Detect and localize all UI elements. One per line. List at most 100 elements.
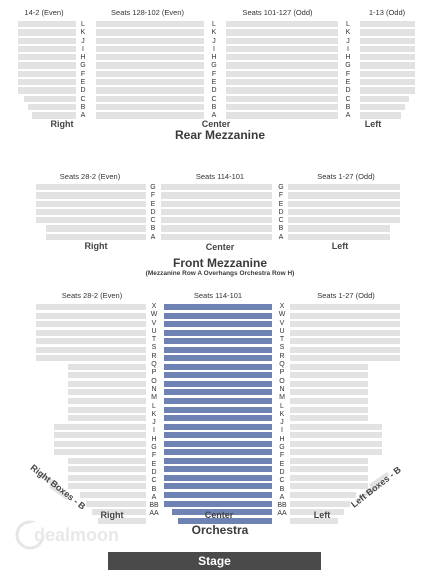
seat-row[interactable] [288,184,400,191]
seat-row[interactable] [226,79,338,86]
seat-row[interactable] [46,233,146,241]
orch-right-section[interactable] [290,304,400,526]
seat-row[interactable] [172,509,272,516]
seat-row[interactable] [68,457,146,464]
seat-row[interactable] [68,389,146,396]
seat-row[interactable] [32,112,76,119]
seat-row[interactable] [36,304,146,310]
seat-row[interactable] [36,329,146,336]
seat-row[interactable] [54,440,146,447]
seat-row[interactable] [68,474,146,481]
front-right-section[interactable] [288,184,400,242]
seat-row[interactable] [290,440,382,447]
seat-row[interactable] [290,457,368,464]
seat-row[interactable] [290,380,368,387]
seat-row[interactable] [226,54,338,61]
seat-row[interactable] [226,103,338,111]
seat-row[interactable] [226,21,338,28]
rear-right-center-section[interactable] [226,21,338,121]
orch-center-section[interactable] [164,304,272,526]
rear-far-right-section[interactable] [360,21,415,121]
seat-row[interactable] [178,517,272,524]
seat-row[interactable] [290,474,368,481]
seat-row[interactable] [164,474,272,481]
rear-left-center-section[interactable] [96,21,204,121]
seat-row[interactable] [290,312,400,319]
seat-row[interactable] [164,500,272,507]
seat-row[interactable] [226,37,338,44]
seat-row[interactable] [68,415,146,422]
seat-row[interactable] [290,509,344,516]
seat-row[interactable] [360,112,401,119]
seat-row[interactable] [98,517,146,524]
orch-left-section[interactable] [36,304,146,526]
seat-row[interactable] [96,87,204,94]
seat-row[interactable] [86,500,146,507]
seat-row[interactable] [290,483,368,490]
seat-row[interactable] [288,200,400,207]
seat-row[interactable] [360,70,415,78]
seat-row[interactable] [68,466,146,473]
seat-row[interactable] [46,225,146,232]
front-center-section[interactable] [161,184,272,242]
seat-row[interactable] [226,29,338,36]
seat-row[interactable] [80,492,146,499]
seat-row[interactable] [96,95,204,102]
seat-row[interactable] [96,62,204,69]
seat-row[interactable] [288,225,390,232]
seat-row[interactable] [360,87,415,94]
seat-row[interactable] [288,217,400,224]
seat-row[interactable] [96,21,204,28]
seat-row[interactable] [164,363,272,370]
seat-row[interactable] [290,389,368,396]
seat-row[interactable] [288,192,400,199]
seat-row[interactable] [290,492,356,499]
seat-row[interactable] [164,415,272,422]
rear-far-left-section[interactable] [18,21,76,121]
seat-row[interactable] [290,415,368,422]
seat-row[interactable] [164,355,272,362]
seat-row[interactable] [36,208,146,216]
seat-row[interactable] [226,62,338,69]
seat-row[interactable] [68,380,146,387]
front-left-section[interactable] [36,184,146,242]
seat-row[interactable] [360,37,415,44]
seat-row[interactable] [18,70,76,78]
seat-row[interactable] [18,45,76,53]
seat-row[interactable] [360,103,405,111]
seat-row[interactable] [164,338,272,345]
seat-row[interactable] [164,312,272,319]
seat-row[interactable] [290,363,368,370]
seat-row[interactable] [164,440,272,447]
seat-row[interactable] [18,87,76,94]
seat-row[interactable] [164,449,272,456]
seat-row[interactable] [164,346,272,353]
seat-row[interactable] [360,54,415,61]
seat-row[interactable] [36,184,146,191]
seat-row[interactable] [290,449,382,456]
seat-row[interactable] [28,103,76,111]
seat-row[interactable] [161,233,272,241]
seat-row[interactable] [36,192,146,199]
seat-row[interactable] [164,406,272,413]
seat-row[interactable] [18,29,76,36]
seat-row[interactable] [164,380,272,387]
seat-row[interactable] [54,423,146,430]
seat-row[interactable] [18,37,76,44]
seat-row[interactable] [290,466,368,473]
seat-row[interactable] [96,54,204,61]
seat-row[interactable] [68,372,146,379]
seat-row[interactable] [161,208,272,216]
seat-row[interactable] [164,398,272,405]
seat-row[interactable] [290,406,368,413]
seat-row[interactable] [360,45,415,53]
seat-row[interactable] [36,200,146,207]
seat-row[interactable] [288,208,400,216]
seat-row[interactable] [92,509,146,516]
seat-row[interactable] [290,321,400,328]
seat-row[interactable] [360,79,415,86]
seat-row[interactable] [290,338,400,345]
seat-row[interactable] [290,329,400,336]
seat-row[interactable] [96,37,204,44]
seat-row[interactable] [290,355,400,362]
